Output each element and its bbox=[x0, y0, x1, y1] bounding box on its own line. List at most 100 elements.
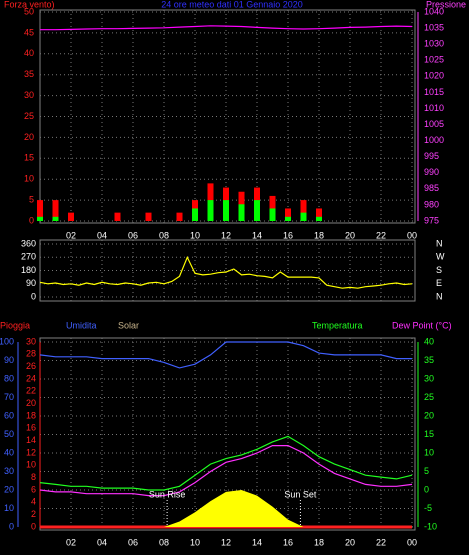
x-tick-label: 20 bbox=[345, 230, 355, 240]
y-tick-label: 1035 bbox=[424, 22, 444, 32]
y-tick-label: 8 bbox=[31, 472, 36, 482]
y-tick-label: 2 bbox=[31, 509, 36, 519]
y-tick-label: W bbox=[436, 252, 445, 262]
y-tick-label: 15 bbox=[24, 153, 34, 163]
x-tick-label: 16 bbox=[283, 537, 293, 547]
chart-title: 24 ore meteo dati 01 Gennaio 2020 bbox=[161, 0, 303, 9]
y-tick-label: 30 bbox=[24, 90, 34, 100]
y-tick-label: -5 bbox=[424, 503, 432, 513]
bar bbox=[52, 200, 59, 221]
line bbox=[39, 255, 413, 289]
y-tick-label: 35 bbox=[24, 69, 34, 79]
y-tick-label: 50 bbox=[4, 429, 14, 439]
x-tick-label: 18 bbox=[314, 537, 324, 547]
y-tick-label: 60 bbox=[4, 410, 14, 420]
y-tick-label: 50 bbox=[24, 6, 34, 16]
y-tick-label: 10 bbox=[4, 503, 14, 513]
bar bbox=[254, 200, 260, 221]
x-tick-label: 02 bbox=[66, 537, 76, 547]
x-tick-label: 16 bbox=[283, 230, 293, 240]
legend-entry: Temperatura bbox=[312, 320, 363, 330]
bar bbox=[37, 216, 43, 221]
y-tick-label: 985 bbox=[424, 183, 439, 193]
y-tick-label: 16 bbox=[26, 423, 36, 433]
bar bbox=[269, 208, 276, 221]
y-tick-label: 15 bbox=[424, 429, 434, 439]
y-tick-label: 5 bbox=[29, 194, 34, 204]
y-tick-label: 270 bbox=[21, 252, 36, 262]
x-tick-label: 00 bbox=[407, 537, 417, 547]
y-tick-label: 0 bbox=[9, 521, 14, 531]
y-tick-label: 22 bbox=[26, 386, 36, 396]
y-tick-label: 24 bbox=[26, 373, 36, 383]
y-tick-label: 1025 bbox=[424, 55, 444, 65]
y2-axis-label: Pressione bbox=[426, 0, 466, 9]
legend-entry: Umidita bbox=[66, 320, 97, 330]
y-tick-label: 40 bbox=[424, 336, 434, 346]
y-tick-label: 180 bbox=[21, 265, 36, 275]
bar bbox=[285, 208, 291, 221]
y-tick-label: 20 bbox=[26, 398, 36, 408]
y-tick-label: 1010 bbox=[424, 103, 444, 113]
x-tick-label: 00 bbox=[407, 230, 417, 240]
y-tick-label: 6 bbox=[31, 484, 36, 494]
y-tick-label: 14 bbox=[26, 435, 36, 445]
y-tick-label: E bbox=[436, 278, 442, 288]
x-tick-label: 22 bbox=[376, 537, 386, 547]
y-tick-label: 30 bbox=[424, 373, 434, 383]
x-tick-label: 22 bbox=[376, 230, 386, 240]
x-tick-label: 08 bbox=[159, 537, 169, 547]
y-tick-label: 10 bbox=[26, 460, 36, 470]
x-tick-label: 20 bbox=[345, 537, 355, 547]
x-tick-label: 04 bbox=[97, 230, 107, 240]
bar bbox=[238, 204, 245, 221]
y-tick-label: 360 bbox=[21, 238, 36, 248]
line bbox=[39, 445, 413, 497]
x-tick-label: 06 bbox=[128, 230, 138, 240]
y-tick-label: 5 bbox=[424, 466, 429, 476]
y-tick-label: 1000 bbox=[424, 135, 444, 145]
y-tick-label: -10 bbox=[424, 521, 437, 531]
y-tick-label: 0 bbox=[31, 291, 36, 301]
line bbox=[39, 341, 412, 369]
y-tick-label: 20 bbox=[424, 410, 434, 420]
y-tick-label: S bbox=[436, 265, 442, 275]
bar bbox=[300, 200, 307, 221]
x-tick-label: 02 bbox=[66, 230, 76, 240]
y-tick-label: 0 bbox=[424, 484, 429, 494]
x-tick-label: 14 bbox=[252, 537, 262, 547]
bar bbox=[223, 200, 229, 221]
y-tick-label: 10 bbox=[24, 174, 34, 184]
y-tick-label: 18 bbox=[26, 410, 36, 420]
y-tick-label: 80 bbox=[4, 373, 14, 383]
y-tick-label: 995 bbox=[424, 151, 439, 161]
legend-entry: Pioggia bbox=[0, 320, 30, 330]
line bbox=[40, 25, 413, 31]
x-tick-label: 10 bbox=[190, 537, 200, 547]
y-tick-label: 90 bbox=[26, 278, 36, 288]
y-tick-label: 20 bbox=[24, 132, 34, 142]
y-tick-label: 26 bbox=[26, 361, 36, 371]
x-tick-label: 12 bbox=[221, 230, 231, 240]
x-tick-label: 12 bbox=[221, 537, 231, 547]
bar bbox=[285, 216, 291, 221]
y-tick-label: 20 bbox=[4, 484, 14, 494]
x-tick-label: 04 bbox=[97, 537, 107, 547]
y-tick-label: 100 bbox=[0, 336, 14, 346]
y-tick-label: 35 bbox=[424, 355, 434, 365]
y-tick-label: 975 bbox=[424, 215, 439, 225]
line bbox=[39, 435, 413, 491]
y-tick-label: 30 bbox=[26, 336, 36, 346]
bar bbox=[300, 212, 307, 221]
y-tick-label: 12 bbox=[26, 447, 36, 457]
x-tick-label: 06 bbox=[128, 537, 138, 547]
y-tick-label: 1020 bbox=[424, 71, 444, 81]
bar bbox=[68, 212, 74, 221]
y-tick-label: 0 bbox=[29, 215, 34, 225]
y-tick-label: 980 bbox=[424, 199, 439, 209]
y-tick-label: N bbox=[436, 291, 443, 301]
annotation: Sun Set bbox=[284, 489, 317, 499]
bar bbox=[176, 212, 183, 221]
legend-entry: Dew Point (°C) bbox=[392, 320, 452, 330]
